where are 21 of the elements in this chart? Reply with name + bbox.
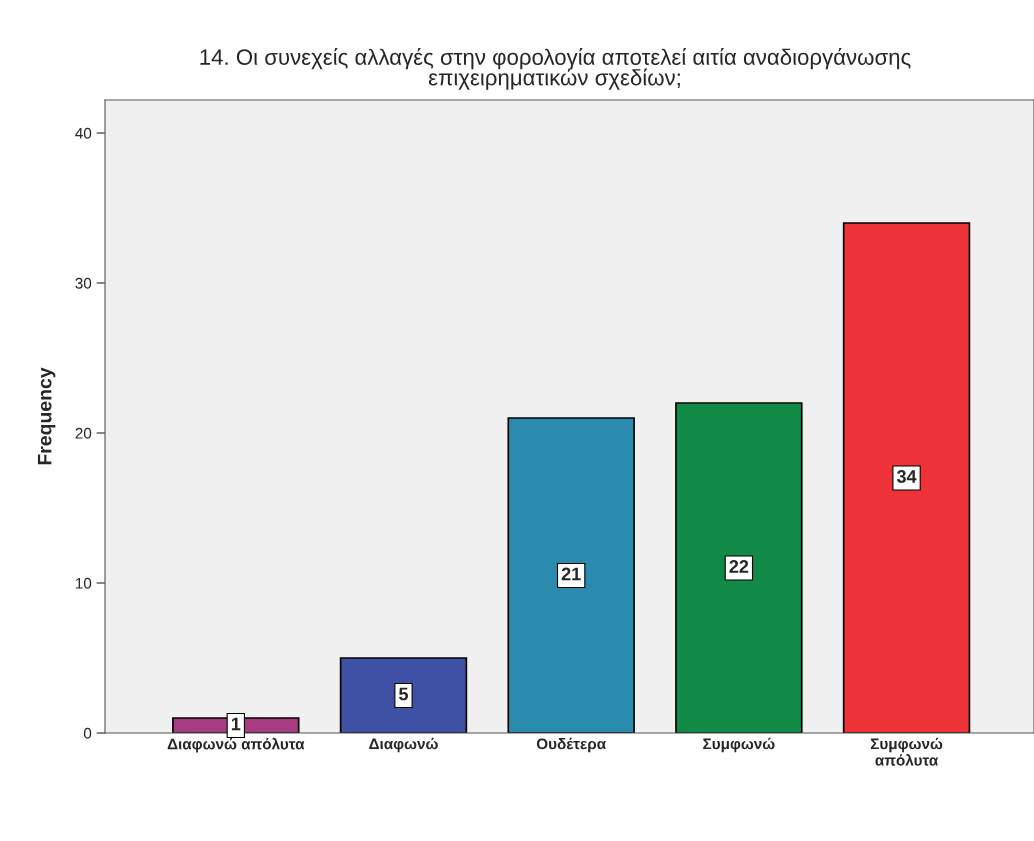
- x-tick-label: Συμφωνώ απόλυτα: [870, 737, 943, 766]
- x-tick-label: Συμφωνώ: [703, 737, 775, 753]
- y-tick-label: 30: [75, 277, 92, 289]
- x-tick-label: Ουδέτερα: [536, 737, 606, 753]
- bar: [842, 222, 971, 733]
- data-label: 21: [561, 567, 581, 581]
- bar: [675, 402, 803, 733]
- y-tick-label: 0: [83, 727, 92, 739]
- bar: [339, 657, 468, 733]
- chart-title: 14. Οι συνεχείς αλλαγές στην φορολογία αποτελεί αιτία αναδιοργάνωσης επιχειρηματικών σχεδίων;: [200, 48, 911, 90]
- y-tick-label: 10: [75, 577, 92, 589]
- y-tick-label: 40: [75, 127, 92, 139]
- x-tick-label: Διαφωνώ απόλυτα: [167, 737, 305, 753]
- data-label: 1: [231, 717, 241, 731]
- data-label: 34: [896, 470, 917, 483]
- y-axis-title: Frequency: [37, 367, 56, 465]
- data-label: 5: [399, 687, 409, 701]
- data-label: 22: [729, 560, 749, 573]
- bar: [507, 417, 635, 733]
- y-tick-label: 20: [75, 427, 92, 439]
- x-tick-label: Διαφωνώ: [369, 737, 438, 753]
